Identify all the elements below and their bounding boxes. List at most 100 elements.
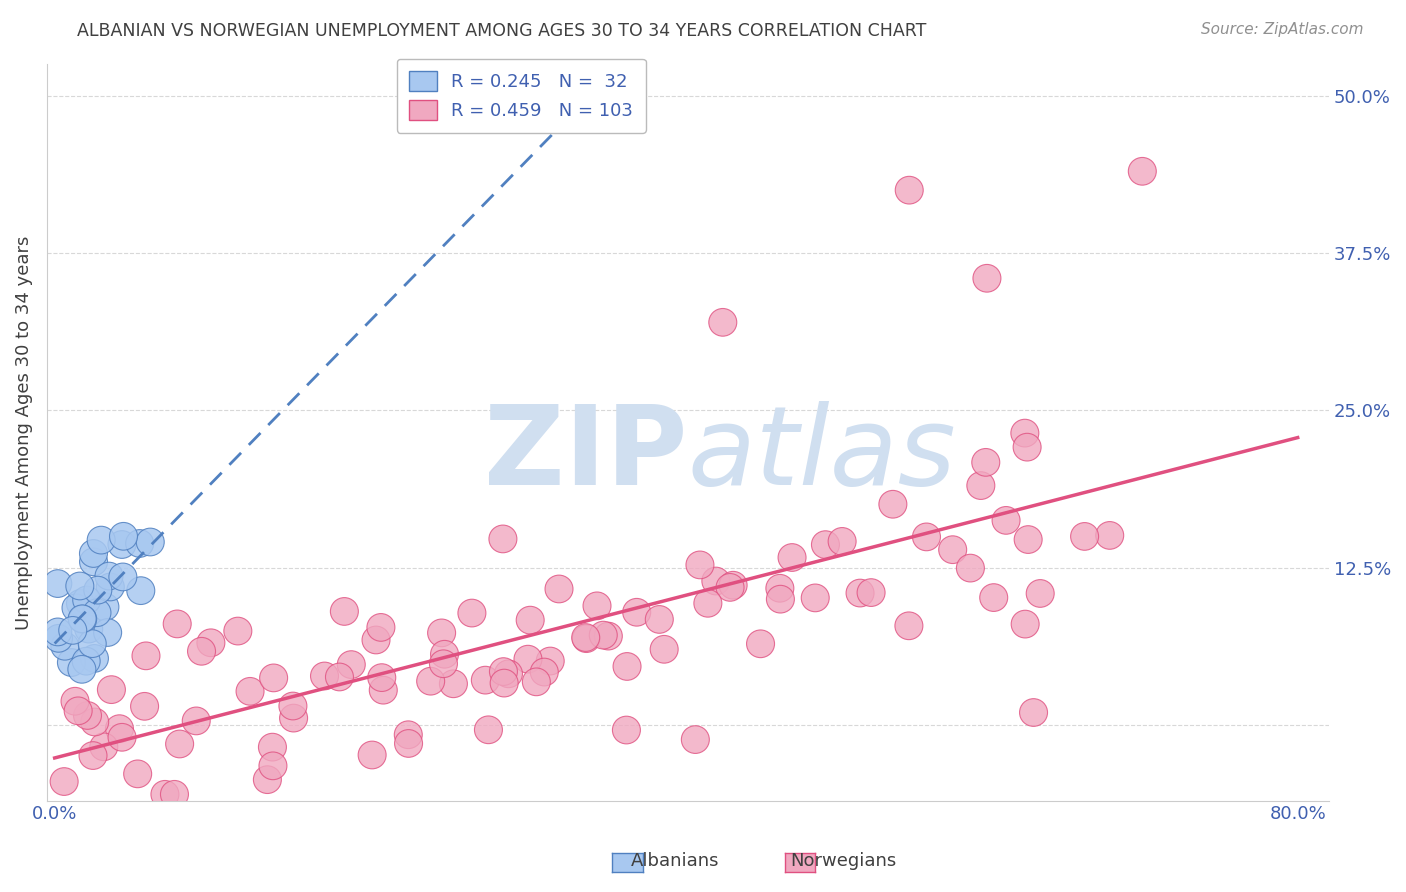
Ellipse shape bbox=[66, 572, 94, 599]
Ellipse shape bbox=[187, 638, 215, 665]
Ellipse shape bbox=[595, 623, 623, 650]
Ellipse shape bbox=[489, 657, 517, 685]
Ellipse shape bbox=[546, 575, 574, 603]
Ellipse shape bbox=[939, 536, 967, 564]
Ellipse shape bbox=[72, 648, 100, 675]
Ellipse shape bbox=[516, 607, 544, 634]
Ellipse shape bbox=[66, 590, 94, 617]
Ellipse shape bbox=[183, 707, 211, 735]
Ellipse shape bbox=[330, 598, 359, 625]
Ellipse shape bbox=[110, 523, 138, 550]
Ellipse shape bbox=[51, 632, 79, 660]
Ellipse shape bbox=[65, 697, 93, 724]
Ellipse shape bbox=[716, 574, 744, 601]
Ellipse shape bbox=[51, 768, 79, 796]
Ellipse shape bbox=[79, 630, 107, 657]
Ellipse shape bbox=[394, 721, 422, 748]
Ellipse shape bbox=[361, 626, 389, 654]
Ellipse shape bbox=[523, 668, 550, 696]
Ellipse shape bbox=[858, 579, 886, 607]
Ellipse shape bbox=[84, 576, 112, 604]
Ellipse shape bbox=[530, 658, 558, 686]
Ellipse shape bbox=[80, 540, 107, 567]
Ellipse shape bbox=[60, 688, 89, 715]
Ellipse shape bbox=[972, 449, 1000, 476]
Ellipse shape bbox=[695, 590, 721, 617]
Ellipse shape bbox=[440, 670, 467, 698]
Ellipse shape bbox=[125, 530, 153, 558]
Text: ALBANIAN VS NORWEGIAN UNEMPLOYMENT AMONG AGES 30 TO 34 YEARS CORRELATION CHART: ALBANIAN VS NORWEGIAN UNEMPLOYMENT AMONG… bbox=[77, 22, 927, 40]
Ellipse shape bbox=[105, 714, 134, 742]
Ellipse shape bbox=[80, 645, 108, 673]
Ellipse shape bbox=[766, 574, 794, 602]
Ellipse shape bbox=[1014, 434, 1040, 461]
Ellipse shape bbox=[973, 264, 1001, 292]
Ellipse shape bbox=[278, 692, 307, 720]
Ellipse shape bbox=[90, 733, 118, 761]
Ellipse shape bbox=[645, 606, 673, 633]
Ellipse shape bbox=[359, 741, 387, 769]
Ellipse shape bbox=[1014, 525, 1042, 553]
Ellipse shape bbox=[491, 669, 519, 697]
Ellipse shape bbox=[718, 572, 747, 599]
Ellipse shape bbox=[956, 554, 984, 582]
Ellipse shape bbox=[709, 309, 737, 336]
Ellipse shape bbox=[253, 766, 281, 794]
Ellipse shape bbox=[1026, 580, 1054, 607]
Ellipse shape bbox=[45, 624, 73, 652]
Ellipse shape bbox=[97, 676, 125, 704]
Ellipse shape bbox=[108, 531, 136, 558]
Text: ZIP: ZIP bbox=[485, 401, 688, 508]
Text: Norwegians: Norwegians bbox=[790, 852, 897, 870]
Ellipse shape bbox=[747, 630, 775, 657]
Ellipse shape bbox=[44, 570, 72, 598]
Ellipse shape bbox=[108, 723, 136, 751]
Ellipse shape bbox=[370, 676, 398, 704]
Ellipse shape bbox=[69, 606, 97, 633]
Ellipse shape bbox=[1129, 158, 1156, 186]
Ellipse shape bbox=[1019, 698, 1047, 726]
Ellipse shape bbox=[471, 666, 499, 694]
Ellipse shape bbox=[124, 760, 152, 788]
Ellipse shape bbox=[62, 594, 90, 622]
Ellipse shape bbox=[1070, 523, 1098, 550]
Ellipse shape bbox=[1095, 522, 1123, 549]
Ellipse shape bbox=[367, 614, 395, 641]
Ellipse shape bbox=[166, 731, 194, 758]
Ellipse shape bbox=[131, 692, 159, 720]
Text: Albanians: Albanians bbox=[631, 852, 718, 870]
Ellipse shape bbox=[430, 640, 458, 668]
Ellipse shape bbox=[623, 599, 651, 626]
Ellipse shape bbox=[650, 635, 678, 663]
Ellipse shape bbox=[846, 579, 875, 607]
Ellipse shape bbox=[395, 730, 423, 757]
Ellipse shape bbox=[766, 585, 794, 613]
Ellipse shape bbox=[280, 705, 308, 732]
Ellipse shape bbox=[96, 562, 122, 590]
Ellipse shape bbox=[778, 543, 806, 572]
Ellipse shape bbox=[163, 610, 191, 638]
Ellipse shape bbox=[80, 548, 107, 575]
Ellipse shape bbox=[91, 593, 120, 621]
Ellipse shape bbox=[613, 716, 640, 744]
Ellipse shape bbox=[160, 780, 188, 808]
Ellipse shape bbox=[702, 567, 730, 595]
Ellipse shape bbox=[536, 648, 564, 675]
Ellipse shape bbox=[311, 662, 339, 690]
Ellipse shape bbox=[67, 656, 96, 683]
Ellipse shape bbox=[132, 642, 160, 670]
Ellipse shape bbox=[682, 726, 710, 754]
Ellipse shape bbox=[811, 531, 839, 558]
Ellipse shape bbox=[79, 742, 107, 770]
Ellipse shape bbox=[83, 599, 111, 626]
Ellipse shape bbox=[97, 574, 124, 601]
Ellipse shape bbox=[136, 528, 165, 556]
Text: Source: ZipAtlas.com: Source: ZipAtlas.com bbox=[1201, 22, 1364, 37]
Ellipse shape bbox=[108, 563, 136, 591]
Ellipse shape bbox=[416, 667, 444, 695]
Ellipse shape bbox=[458, 599, 486, 627]
Ellipse shape bbox=[368, 664, 395, 691]
Ellipse shape bbox=[828, 527, 856, 555]
Ellipse shape bbox=[236, 678, 264, 706]
Text: atlas: atlas bbox=[688, 401, 956, 508]
